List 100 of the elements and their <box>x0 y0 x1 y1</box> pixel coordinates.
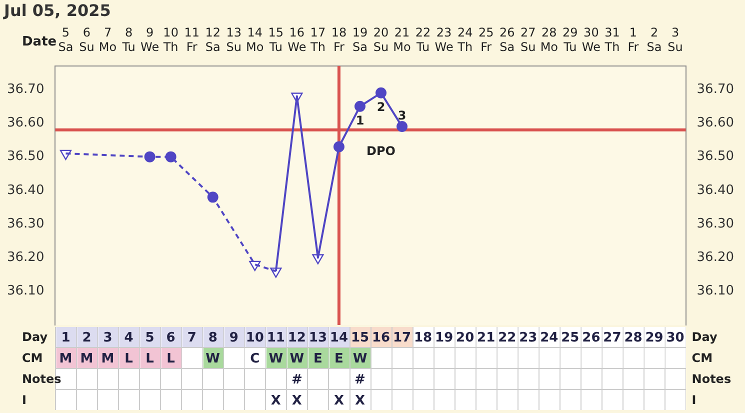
x-tick-label: 23 We <box>434 26 454 54</box>
x-tick-label: 15 Tu <box>268 26 284 54</box>
x-tick-label: 22 Tu <box>415 26 431 54</box>
x-tick-label: 25 Fr <box>478 26 494 54</box>
x-tick-label: 30 We <box>582 26 600 54</box>
text: 30 <box>666 330 684 346</box>
text: X <box>334 393 344 408</box>
text: 21 <box>477 330 496 346</box>
x-tick-label: 26 Sa <box>499 26 515 54</box>
text: E <box>334 351 344 366</box>
point <box>144 151 156 162</box>
x-axis-title: Date <box>22 34 57 50</box>
text: W <box>268 351 284 366</box>
y-tick-label: 36.50 <box>7 149 44 164</box>
text: X <box>270 393 281 408</box>
y2-tick-label: 36.50 <box>696 149 734 164</box>
x-tick-label: 1 Fr <box>628 26 639 54</box>
x-tick-label: 29 Tu <box>562 26 578 54</box>
text: 15 <box>350 330 370 346</box>
legend-label: CM <box>692 351 713 366</box>
text: M <box>80 351 94 366</box>
x-tick-label: 24 Th <box>456 26 473 54</box>
text: 20 <box>456 330 474 346</box>
annotation: 1 <box>356 113 364 128</box>
text: X <box>354 393 366 408</box>
text: W <box>206 351 220 366</box>
x-tick-label: 31 Th <box>604 26 620 54</box>
text: 22 <box>498 330 516 346</box>
x-tick-label: 27 Su <box>520 26 536 54</box>
y2-tick-label: 36.40 <box>696 182 734 198</box>
y-tick-label: 36.40 <box>7 182 44 198</box>
text: 28 <box>624 330 642 346</box>
text: 27 <box>603 330 622 346</box>
x-tick-label: 18 Fr <box>331 26 347 54</box>
text: L <box>166 351 175 366</box>
x-tick-label: 2 Sa <box>646 26 662 54</box>
text: 26 <box>582 330 600 346</box>
text: I <box>692 393 696 408</box>
x-tick-label: 20 Su <box>373 26 389 54</box>
x-tick-label: 21 Mo <box>393 26 411 54</box>
text: 14 <box>330 330 348 346</box>
x-tick-label: 11 Fr <box>184 26 200 54</box>
text: # <box>354 372 366 388</box>
text: 23 <box>519 330 538 346</box>
text: 16 <box>372 330 390 346</box>
text: # <box>291 372 302 388</box>
x-tick-label: 6 Su <box>79 26 94 54</box>
x-tick-label: 5 Sa <box>58 26 74 54</box>
x-tick-label: 7 Mo <box>98 26 117 54</box>
text: L <box>124 351 133 366</box>
y2-tick-label: 36.60 <box>696 116 734 131</box>
text: 13 <box>308 330 327 346</box>
annotation: 3 <box>398 108 406 123</box>
y2-tick-label: 36.20 <box>696 250 734 266</box>
text: 17 <box>392 330 412 346</box>
text: Notes <box>22 372 62 386</box>
text: 8 <box>208 330 218 346</box>
annotation: DPO <box>366 144 396 158</box>
text: 1 <box>61 330 70 346</box>
y2-tick-label: 36.70 <box>696 82 734 97</box>
text: X <box>292 393 302 408</box>
text: E <box>314 351 322 366</box>
y-tick-label: 36.10 <box>7 284 44 299</box>
text: 5 <box>145 330 154 346</box>
text: 2 <box>82 330 92 346</box>
text: W <box>352 351 368 366</box>
x-tick-label: 14 Mo <box>246 26 264 54</box>
chart-title: Jul 05, 2025 <box>3 0 111 20</box>
text: 6 <box>166 330 176 346</box>
text: 7 <box>187 330 196 346</box>
x-tick-label: 9 We <box>140 26 160 54</box>
x-tick-label: 12 Sa <box>205 26 220 54</box>
point <box>207 192 218 203</box>
y-tick-label: 36.60 <box>7 116 44 131</box>
x-tick-label: 17 Th <box>309 26 326 54</box>
text: L <box>146 351 154 366</box>
text: 12 <box>288 330 306 346</box>
text: 10 <box>246 330 264 346</box>
legend-label: Day <box>692 330 718 344</box>
text: Day <box>22 330 48 344</box>
y-tick-label: 36.30 <box>7 216 44 232</box>
text: 11 <box>266 330 285 346</box>
x-tick-label: 28 Mo <box>540 26 558 54</box>
text: CM <box>22 351 43 366</box>
y-tick-label: 36.20 <box>7 250 44 266</box>
text: W <box>290 351 304 366</box>
y-tick-label: 36.70 <box>7 82 44 97</box>
text: 3 <box>103 330 112 346</box>
text: C <box>250 351 260 366</box>
text: M <box>59 351 72 366</box>
text: 4 <box>124 330 134 346</box>
text: 25 <box>561 330 580 346</box>
x-tick-label: 19 Sa <box>352 26 368 54</box>
x-tick-label: 8 Tu <box>121 26 136 54</box>
x-tick-label: 10 Th <box>162 26 178 54</box>
x-tick-label: 16 We <box>288 26 306 54</box>
text: I <box>22 393 26 408</box>
y2-tick-label: 36.30 <box>696 216 734 232</box>
x-tick-label: 3 Su <box>668 26 683 54</box>
annotation: 2 <box>376 100 386 114</box>
